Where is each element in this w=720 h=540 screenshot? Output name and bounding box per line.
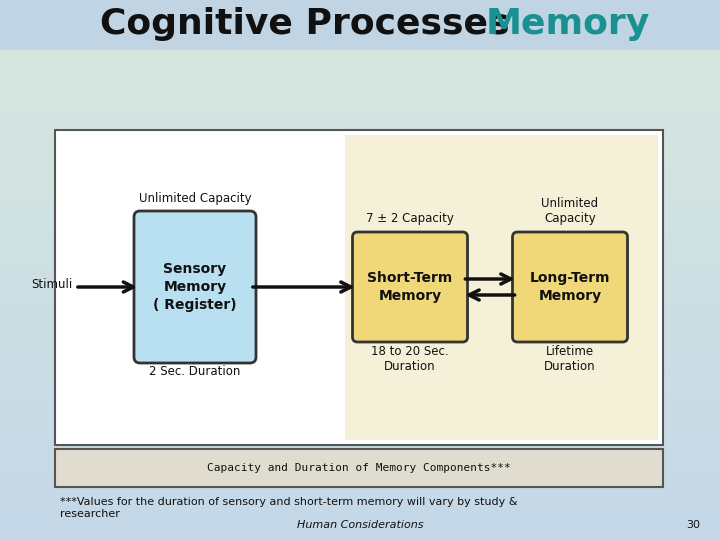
Text: 7 ± 2 Capacity: 7 ± 2 Capacity (366, 212, 454, 225)
Text: 30: 30 (686, 520, 700, 530)
Text: ***Values for the duration of sensory and short-term memory will vary by study &: ***Values for the duration of sensory an… (60, 497, 518, 518)
FancyBboxPatch shape (513, 232, 628, 342)
FancyBboxPatch shape (55, 130, 663, 445)
Text: Unlimited
Capacity: Unlimited Capacity (541, 197, 598, 225)
Text: Capacity and Duration of Memory Components***: Capacity and Duration of Memory Componen… (207, 463, 511, 473)
Text: Long-Term
Memory: Long-Term Memory (530, 271, 611, 303)
FancyBboxPatch shape (353, 232, 467, 342)
Text: Unlimited Capacity: Unlimited Capacity (139, 192, 251, 205)
Text: Memory: Memory (486, 7, 650, 41)
Text: Sensory
Memory
( Register): Sensory Memory ( Register) (153, 261, 237, 313)
Text: 18 to 20 Sec.
Duration: 18 to 20 Sec. Duration (372, 345, 449, 373)
FancyBboxPatch shape (55, 449, 663, 487)
FancyBboxPatch shape (345, 135, 658, 440)
Text: 2 Sec. Duration: 2 Sec. Duration (149, 365, 240, 378)
FancyBboxPatch shape (0, 0, 720, 50)
Text: Stimuli: Stimuli (32, 279, 73, 292)
Text: Short-Term
Memory: Short-Term Memory (367, 271, 453, 303)
Text: Lifetime
Duration: Lifetime Duration (544, 345, 596, 373)
Text: Human Considerations: Human Considerations (297, 520, 423, 530)
Text: Cognitive Processes -: Cognitive Processes - (100, 7, 550, 41)
FancyBboxPatch shape (134, 211, 256, 363)
